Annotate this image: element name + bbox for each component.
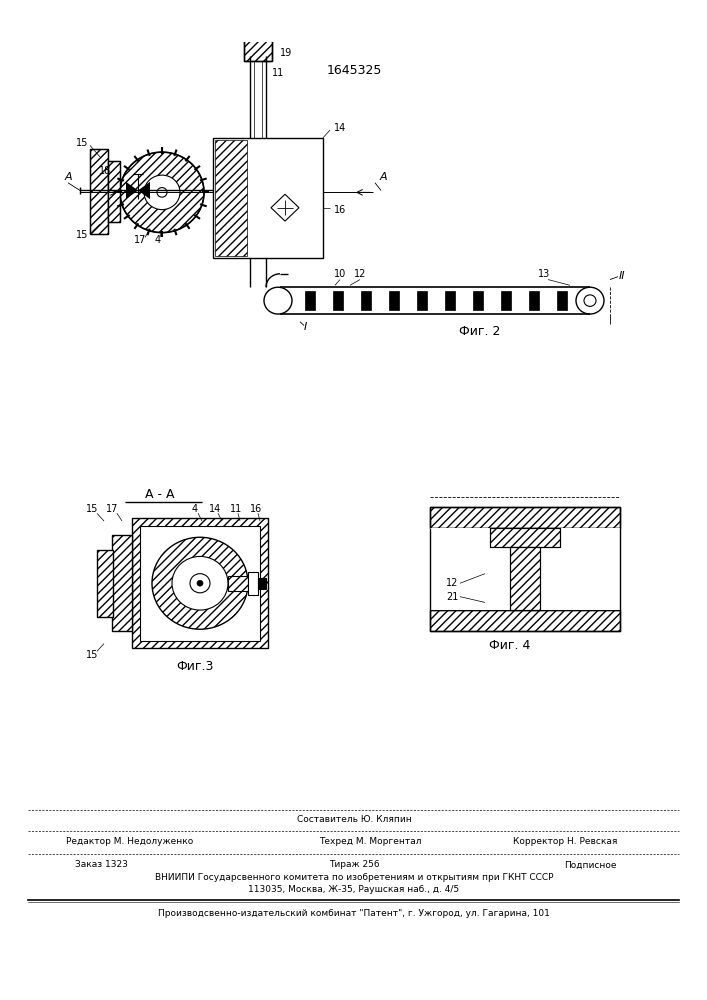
Bar [258, 578, 266, 589]
Text: 19: 19 [280, 48, 292, 58]
Bar [473, 291, 483, 310]
Text: 12: 12 [354, 269, 366, 279]
Polygon shape [271, 194, 299, 221]
Bar [333, 291, 343, 310]
Text: A: A [64, 172, 72, 182]
Text: 4: 4 [192, 504, 198, 514]
Bar [430, 507, 620, 528]
Text: 113035, Москва, Ж-35, Раушская наб., д. 4/5: 113035, Москва, Ж-35, Раушская наб., д. … [248, 885, 460, 894]
Bar [132, 518, 268, 648]
Bar [108, 161, 120, 222]
Circle shape [157, 188, 167, 197]
Text: Составитель Ю. Кляпин: Составитель Ю. Кляпин [297, 815, 411, 824]
Text: 18: 18 [99, 166, 111, 176]
Text: 15: 15 [76, 138, 88, 148]
Circle shape [120, 152, 204, 233]
Bar [244, 40, 272, 61]
Text: Корректор Н. Ревская: Корректор Н. Ревская [513, 837, 617, 846]
Text: Подписное: Подписное [563, 860, 617, 869]
Bar [108, 161, 120, 222]
Text: 15: 15 [86, 650, 98, 660]
Text: 16: 16 [334, 205, 346, 215]
Bar [90, 149, 108, 234]
Bar [228, 576, 248, 591]
Text: 4: 4 [155, 235, 161, 245]
Text: A: A [379, 172, 387, 182]
Text: Заказ 1323: Заказ 1323 [75, 860, 128, 869]
Bar [305, 291, 315, 310]
Bar [490, 528, 560, 547]
Circle shape [197, 580, 203, 586]
Bar [501, 291, 511, 310]
Text: II: II [619, 271, 625, 281]
Bar [215, 140, 247, 256]
Bar [529, 291, 539, 310]
Text: Техред М. Моргентал: Техред М. Моргентал [319, 837, 421, 846]
Bar [140, 526, 260, 641]
Bar [389, 291, 399, 310]
Circle shape [172, 556, 228, 610]
Text: 11: 11 [272, 68, 284, 78]
Bar [430, 610, 620, 631]
Bar [490, 528, 560, 547]
Bar [430, 507, 620, 528]
Text: 14: 14 [209, 504, 221, 514]
Bar [417, 291, 427, 310]
Text: 15: 15 [86, 504, 98, 514]
Bar [112, 535, 132, 631]
Bar [557, 291, 567, 310]
Text: 16: 16 [250, 504, 262, 514]
Bar [361, 291, 371, 310]
Circle shape [144, 175, 180, 210]
Bar [445, 291, 455, 310]
Text: 17: 17 [134, 235, 146, 245]
Polygon shape [138, 182, 150, 199]
Text: 14: 14 [334, 123, 346, 133]
Bar [90, 149, 108, 234]
Bar [244, 40, 272, 61]
Text: 11: 11 [230, 504, 242, 514]
Text: Производсвенно-издательский комбинат "Патент", г. Ужгород, ул. Гагарина, 101: Производсвенно-издательский комбинат "Па… [158, 909, 550, 918]
Text: Фиг. 4: Фиг. 4 [489, 639, 531, 652]
Circle shape [190, 574, 210, 593]
Bar [510, 547, 540, 610]
Circle shape [152, 537, 248, 629]
Bar [248, 572, 258, 595]
Bar [213, 138, 323, 258]
Bar [510, 547, 540, 610]
Text: ВНИИПИ Государсвенного комитета по изобретениям и открытиям при ГКНТ СССР: ВНИИПИ Государсвенного комитета по изобр… [155, 873, 554, 882]
Text: A - A: A - A [145, 488, 175, 501]
Text: 13: 13 [538, 269, 550, 279]
Text: 21: 21 [446, 592, 458, 602]
Bar [430, 610, 620, 631]
Text: Фиг.3: Фиг.3 [176, 660, 214, 673]
Polygon shape [126, 182, 138, 199]
Text: 15: 15 [76, 230, 88, 240]
Text: I: I [303, 322, 307, 332]
Text: 12: 12 [446, 578, 458, 588]
Text: 1645325: 1645325 [327, 64, 382, 77]
Bar [97, 550, 113, 617]
Text: Редактор М. Недолуженко: Редактор М. Недолуженко [66, 837, 194, 846]
Text: Фиг. 2: Фиг. 2 [460, 325, 501, 338]
Text: 10: 10 [334, 269, 346, 279]
Text: 17: 17 [106, 504, 118, 514]
Bar [430, 528, 620, 610]
Text: Тираж 256: Тираж 256 [329, 860, 380, 869]
